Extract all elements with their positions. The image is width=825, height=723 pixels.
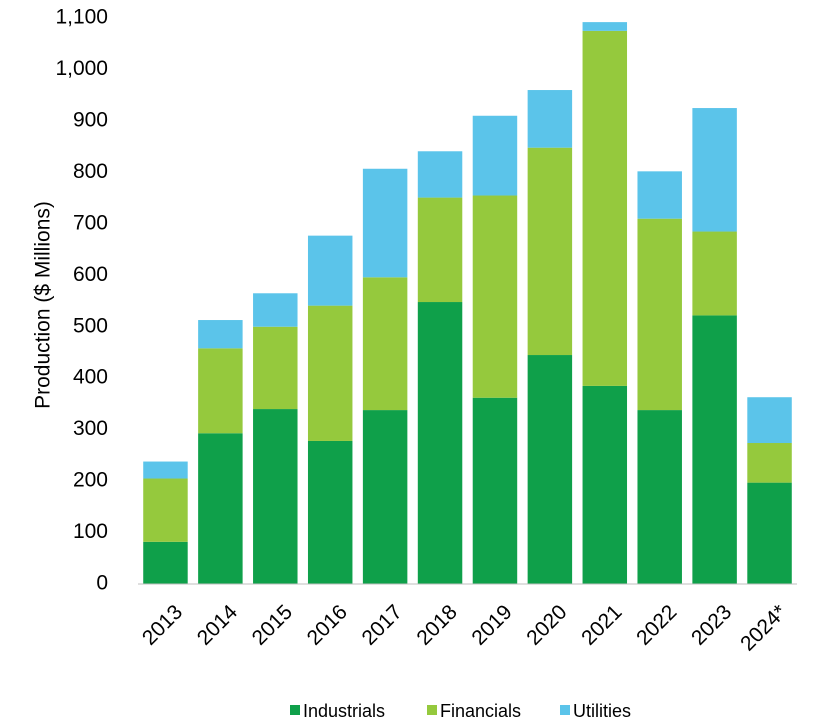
bar-utilities-2019 <box>472 115 518 196</box>
bar-industrials-2018 <box>417 302 463 584</box>
legend-swatch-financials <box>427 705 437 715</box>
y-tick-label: 300 <box>73 417 108 440</box>
x-tick-label: 2013 <box>138 600 187 649</box>
bar-financials-2020 <box>527 147 573 356</box>
x-tick-label: 2018 <box>412 600 461 649</box>
legend-swatch-utilities <box>560 705 570 715</box>
bar-industrials-2014 <box>198 433 243 584</box>
bar-industrials-2019 <box>472 397 518 584</box>
bar-financials-2017 <box>362 277 408 411</box>
bar-financials-2023 <box>692 231 737 316</box>
y-axis-ticks: 0 100 200 300 400 500 600 700 800 900 1,000 1,100 <box>55 6 108 595</box>
x-tick-label: 2015 <box>248 600 297 649</box>
bar-industrials-2015 <box>253 409 298 584</box>
legend-label-industrials: Industrials <box>303 701 385 721</box>
bar-industrials-2022 <box>637 410 682 584</box>
x-tick-label: 2024* <box>736 600 791 655</box>
bar-industrials-2023 <box>692 315 737 584</box>
legend: Industrials Financials Utilities <box>290 701 631 721</box>
legend-label-utilities: Utilities <box>573 701 631 721</box>
bar-financials-2022 <box>637 218 682 411</box>
bar-financials-2021 <box>582 30 628 386</box>
y-tick-label: 100 <box>73 520 108 543</box>
bar-utilities-2015 <box>253 293 298 327</box>
y-tick-label: 1,100 <box>55 6 108 29</box>
bar-financials-2015 <box>253 326 298 410</box>
bar-financials-2018 <box>417 197 463 303</box>
bar-utilities-2013 <box>143 461 188 479</box>
y-tick-label: 600 <box>73 263 108 286</box>
x-tick-label: 2017 <box>358 600 407 649</box>
y-tick-label: 700 <box>73 211 108 234</box>
bar-utilities-2014 <box>198 320 243 349</box>
y-tick-label: 400 <box>73 366 108 389</box>
x-tick-label: 2022 <box>632 600 681 649</box>
y-tick-label: 200 <box>73 469 108 492</box>
bar-utilities-2020 <box>527 90 573 148</box>
bars <box>143 22 792 584</box>
bar-financials-2013 <box>143 478 188 542</box>
bar-industrials-2013 <box>143 541 188 584</box>
bar-industrials-2017 <box>362 410 408 584</box>
y-tick-label: 0 <box>96 572 108 595</box>
legend-swatch-industrials <box>290 705 300 715</box>
x-tick-label: 2023 <box>687 600 736 649</box>
bar-industrials-2020 <box>527 355 573 584</box>
bar-financials-2016 <box>307 305 353 441</box>
bar-utilities-2022 <box>637 171 682 219</box>
y-tick-label: 500 <box>73 314 108 337</box>
y-tick-label: 900 <box>73 108 108 131</box>
bar-industrials-2016 <box>307 440 353 584</box>
x-tick-label: 2019 <box>467 600 516 649</box>
bar-utilities-2018 <box>417 151 463 198</box>
x-tick-label: 2020 <box>522 600 571 649</box>
bar-utilities-2024 <box>747 397 792 444</box>
bar-utilities-2016 <box>307 235 353 306</box>
bar-financials-2024 <box>747 443 792 483</box>
x-axis-ticks: 2013 2014 2015 2016 2017 2018 2019 2020 2021 2022… <box>138 600 791 655</box>
x-tick-label: 2014 <box>193 600 243 650</box>
bar-utilities-2021 <box>582 22 628 31</box>
x-tick-label: 2021 <box>577 600 626 649</box>
bar-industrials-2024 <box>747 482 792 584</box>
bar-industrials-2021 <box>582 385 628 584</box>
y-tick-label: 800 <box>73 160 108 183</box>
bar-financials-2019 <box>472 195 518 398</box>
bar-utilities-2023 <box>692 108 737 232</box>
bar-utilities-2017 <box>362 168 408 278</box>
legend-label-financials: Financials <box>440 701 521 721</box>
y-axis-title: Production ($ Millions) <box>32 201 55 409</box>
bar-financials-2014 <box>198 348 243 434</box>
x-tick-label: 2016 <box>303 600 352 649</box>
y-tick-label: 1,000 <box>55 57 108 80</box>
